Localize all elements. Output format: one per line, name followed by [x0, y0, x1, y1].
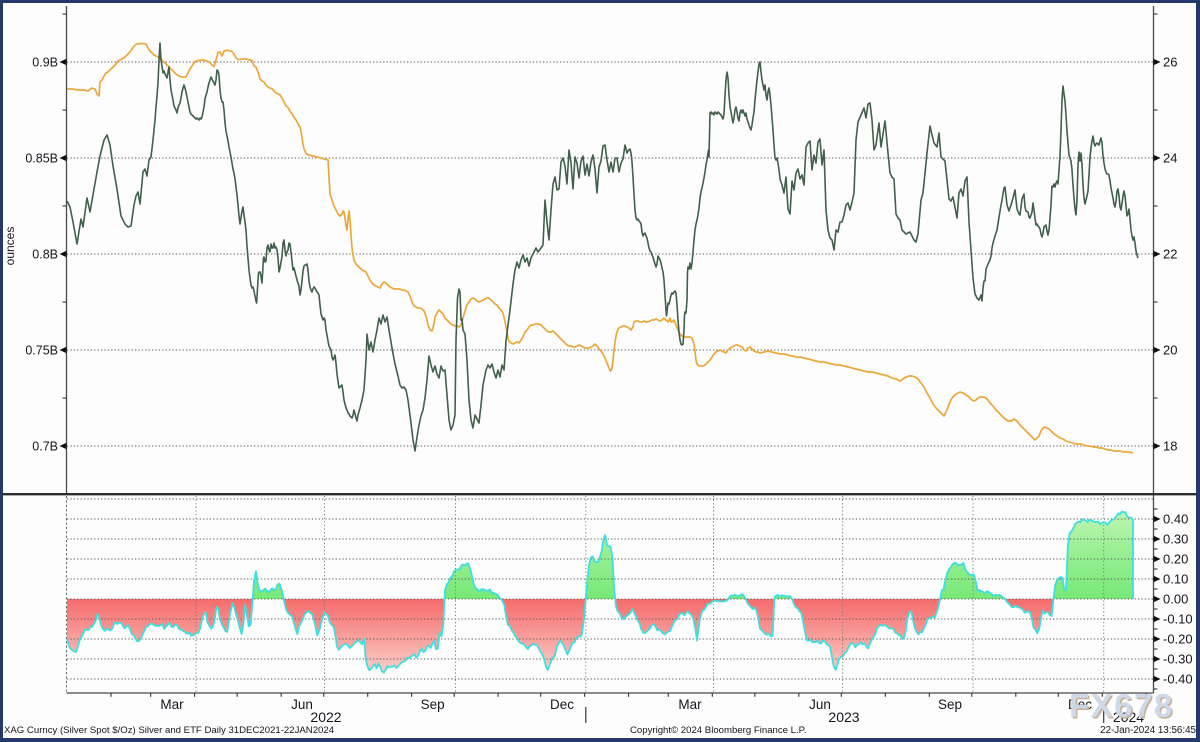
svg-text:22: 22	[1163, 247, 1177, 262]
svg-text:Mar: Mar	[160, 697, 184, 712]
svg-text:0.7B: 0.7B	[32, 440, 58, 454]
svg-text:Jun: Jun	[809, 697, 831, 712]
svg-text:0.85B: 0.85B	[25, 152, 58, 166]
svg-text:-0.30: -0.30	[1163, 652, 1193, 667]
svg-text:2024: 2024	[1113, 709, 1144, 725]
svg-text:Sep: Sep	[421, 697, 445, 712]
svg-text:2023: 2023	[828, 709, 859, 725]
svg-text:Dec: Dec	[550, 697, 574, 712]
svg-text:Mar: Mar	[678, 697, 702, 712]
svg-text:22-Jan-2024 13:56:45: 22-Jan-2024 13:56:45	[1100, 725, 1196, 736]
svg-text:FX678: FX678	[1069, 687, 1174, 724]
svg-text:0.20: 0.20	[1163, 552, 1188, 567]
svg-text:0.00: 0.00	[1163, 592, 1188, 607]
svg-text:26: 26	[1163, 55, 1177, 70]
svg-text:0.75B: 0.75B	[25, 344, 58, 358]
svg-text:0.40: 0.40	[1163, 512, 1188, 527]
svg-text:0.30: 0.30	[1163, 532, 1188, 547]
svg-text:0.9B: 0.9B	[32, 56, 58, 70]
svg-text:0.10: 0.10	[1163, 572, 1188, 587]
svg-text:20: 20	[1163, 343, 1177, 358]
svg-text:Dec: Dec	[1068, 697, 1092, 712]
svg-text:-0.10: -0.10	[1163, 612, 1193, 627]
svg-text:-0.40: -0.40	[1163, 672, 1193, 687]
svg-text:2022: 2022	[310, 709, 341, 725]
svg-text:Sep: Sep	[938, 697, 962, 712]
svg-text:24: 24	[1163, 151, 1177, 166]
svg-text:-0.20: -0.20	[1163, 632, 1193, 647]
svg-text:ounces: ounces	[3, 227, 17, 266]
svg-text:Copyright© 2024 Bloomberg Fina: Copyright© 2024 Bloomberg Finance L.P.	[630, 725, 807, 736]
svg-text:Jun: Jun	[291, 697, 313, 712]
svg-text:XAG Curncy (Silver Spot $/Oz): XAG Curncy (Silver Spot $/Oz) Silver and…	[4, 725, 335, 736]
svg-text:0.8B: 0.8B	[32, 248, 58, 262]
svg-text:18: 18	[1163, 439, 1177, 454]
